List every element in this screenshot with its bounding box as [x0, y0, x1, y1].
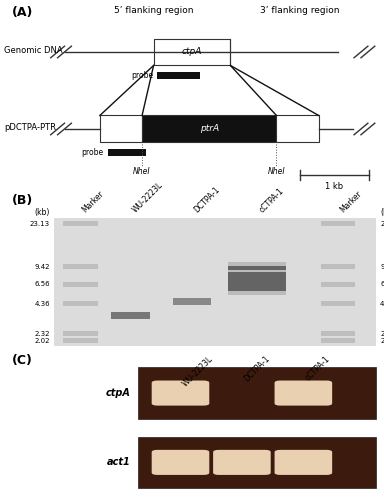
- Text: probe: probe: [81, 148, 104, 157]
- Text: (kb): (kb): [35, 208, 50, 218]
- Text: 2.02: 2.02: [380, 338, 384, 344]
- Text: 9.42: 9.42: [35, 264, 50, 270]
- Bar: [228, 282, 286, 286]
- Text: 2.02: 2.02: [35, 338, 50, 344]
- Bar: [228, 262, 286, 295]
- Bar: [138, 436, 376, 488]
- Text: 1 kb: 1 kb: [325, 182, 343, 191]
- Bar: [138, 367, 376, 419]
- Text: cCTPA-1: cCTPA-1: [303, 354, 331, 382]
- Bar: [142, 116, 276, 142]
- Bar: [321, 282, 355, 286]
- Text: 9.42: 9.42: [380, 264, 384, 270]
- Bar: [157, 72, 200, 79]
- Text: 3’ flanking region: 3’ flanking region: [260, 6, 339, 15]
- Bar: [321, 264, 355, 270]
- Text: Marker: Marker: [338, 190, 363, 215]
- Text: 6.56: 6.56: [34, 281, 50, 287]
- Text: DCTPA-1: DCTPA-1: [192, 186, 221, 215]
- Text: act1: act1: [107, 458, 131, 468]
- Text: WU-2223L: WU-2223L: [180, 354, 215, 388]
- Text: (kb): (kb): [380, 208, 384, 218]
- FancyBboxPatch shape: [275, 450, 332, 475]
- Text: Genomic DNA: Genomic DNA: [4, 46, 63, 54]
- Text: NheI: NheI: [133, 168, 151, 176]
- Text: cCTPA-1: cCTPA-1: [257, 187, 285, 215]
- Bar: [321, 301, 355, 306]
- Bar: [276, 116, 319, 142]
- Bar: [228, 272, 286, 277]
- Text: pDCTPA-PTR: pDCTPA-PTR: [4, 122, 56, 132]
- Bar: [321, 338, 355, 343]
- FancyBboxPatch shape: [152, 380, 209, 406]
- Bar: [228, 278, 286, 282]
- Text: (B): (B): [12, 194, 33, 207]
- Text: WU-2223L: WU-2223L: [131, 181, 165, 215]
- Text: ctpA: ctpA: [106, 388, 131, 398]
- Text: 4.36: 4.36: [34, 300, 50, 306]
- FancyBboxPatch shape: [275, 380, 332, 406]
- Text: 4.36: 4.36: [380, 300, 384, 306]
- Text: NheI: NheI: [268, 168, 285, 176]
- Text: 23.13: 23.13: [380, 220, 384, 226]
- Bar: [63, 221, 98, 226]
- Bar: [154, 38, 230, 66]
- Text: 2.32: 2.32: [35, 331, 50, 337]
- FancyBboxPatch shape: [213, 450, 271, 475]
- Bar: [321, 221, 355, 226]
- Bar: [54, 218, 376, 346]
- FancyBboxPatch shape: [152, 450, 209, 475]
- Text: ctpA: ctpA: [182, 48, 202, 56]
- Text: probe: probe: [131, 71, 154, 80]
- Bar: [100, 116, 142, 142]
- Bar: [63, 282, 98, 286]
- Text: DCTPA-1: DCTPA-1: [242, 354, 271, 384]
- Bar: [63, 264, 98, 270]
- Text: (C): (C): [12, 354, 32, 367]
- Text: 2.32: 2.32: [380, 331, 384, 337]
- Bar: [228, 266, 286, 270]
- Text: 23.13: 23.13: [30, 220, 50, 226]
- Text: ptrA: ptrA: [200, 124, 219, 134]
- Text: 5’ flanking region: 5’ flanking region: [114, 6, 194, 15]
- Bar: [108, 149, 146, 156]
- Bar: [63, 301, 98, 306]
- Text: 6.56: 6.56: [380, 281, 384, 287]
- Bar: [173, 298, 211, 304]
- Bar: [228, 286, 286, 290]
- Bar: [63, 338, 98, 343]
- Text: Marker: Marker: [81, 190, 106, 215]
- Bar: [111, 312, 150, 319]
- Bar: [321, 332, 355, 336]
- Text: (A): (A): [12, 6, 33, 19]
- Bar: [63, 332, 98, 336]
